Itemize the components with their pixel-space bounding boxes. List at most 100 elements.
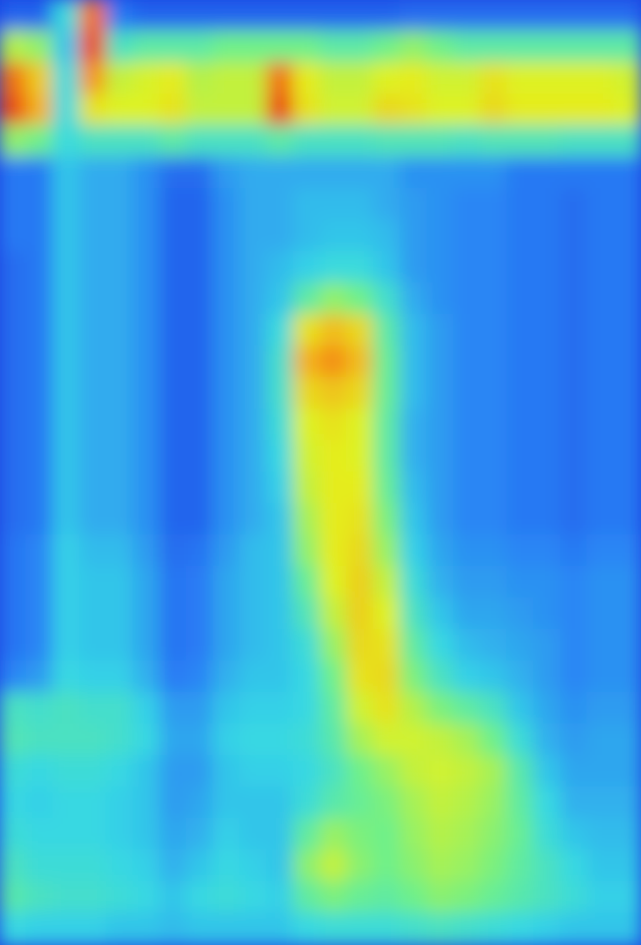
heatmap-cell [399,849,429,883]
heatmap-cell [239,503,269,537]
heatmap-cell [266,219,295,253]
heatmap-cell [212,345,242,379]
heatmap-cell [506,93,536,127]
heatmap-cell [105,188,135,222]
heatmap-cell [239,471,269,505]
heatmap-cell [212,912,242,945]
heatmap-cell [292,597,322,631]
heatmap-cell [0,93,28,127]
heatmap-cell [185,566,215,600]
heatmap-cell [453,125,482,159]
heatmap-cell [292,62,322,96]
heatmap-cell [292,786,322,820]
heatmap-cell [453,282,482,316]
heatmap-cell [79,597,108,631]
heatmap-cell [52,471,82,505]
heatmap-cell [586,660,616,694]
heatmap-cell [105,629,135,663]
heatmap-cell [185,408,215,442]
heatmap-cell [533,692,562,726]
heatmap-cell [185,849,215,883]
heatmap-cell [533,282,562,316]
heatmap-cell [159,251,188,285]
heatmap-cell [479,629,509,663]
heatmap-cell [426,314,456,348]
heatmap-cell [185,156,215,190]
heatmap-cell [372,125,402,159]
heatmap-cell [346,0,375,33]
heatmap-cell [105,408,135,442]
heatmap-cell [399,0,429,33]
heatmap-cell [479,62,509,96]
heatmap-cell [132,251,162,285]
heatmap-cell [453,692,482,726]
heatmap-cell [25,93,55,127]
heatmap-cell [559,345,589,379]
heatmap-cell [399,30,429,64]
heatmap-cell [426,660,456,694]
heatmap-cell [613,534,641,568]
heatmap-cell [159,660,188,694]
heatmap-cell [0,692,28,726]
heatmap-cell [52,314,82,348]
heatmap-cell [239,0,269,33]
heatmap-cell [79,881,108,915]
heatmap-cell [239,188,269,222]
heatmap-cell [399,377,429,411]
heatmap-cell [266,597,295,631]
heatmap-cell [399,723,429,757]
heatmap-cell [132,125,162,159]
heatmap-cell [79,786,108,820]
heatmap-cell [586,314,616,348]
heatmap-cell [453,251,482,285]
heatmap-cell [319,188,349,222]
heatmap-cell [426,440,456,474]
heatmap-cell [479,692,509,726]
heatmap-cell [453,912,482,945]
heatmap-cell [25,629,55,663]
heatmap-cell [399,251,429,285]
heatmap-cell [105,219,135,253]
heatmap-cell [212,723,242,757]
heatmap-cell [479,282,509,316]
heatmap-cell [346,723,375,757]
heatmap-cell [239,345,269,379]
heatmap-cell [559,314,589,348]
heatmap-cell [559,93,589,127]
heatmap-cell [613,786,641,820]
heatmap-cell [533,723,562,757]
heatmap-cell [52,30,82,64]
heatmap-cell [185,314,215,348]
heatmap-cell [266,314,295,348]
heatmap-cell [159,0,188,33]
heatmap-cell [426,912,456,945]
heatmap-cell [159,755,188,789]
heatmap-cell [399,534,429,568]
heatmap-cell [586,282,616,316]
heatmap-cell [559,566,589,600]
heatmap-cell [319,755,349,789]
heatmap-cell [266,251,295,285]
heatmap-cell [292,471,322,505]
heatmap-cell [52,219,82,253]
heatmap-cell [25,0,55,33]
heatmap-cell [266,881,295,915]
heatmap-cell [239,408,269,442]
heatmap-cell [346,629,375,663]
heatmap-cell [185,503,215,537]
heatmap-cell [453,471,482,505]
heatmap-cell [52,755,82,789]
heatmap-cell [79,377,108,411]
heatmap-cell [105,93,135,127]
heatmap-cell [52,408,82,442]
heatmap-cell [586,440,616,474]
heatmap-cell [346,251,375,285]
heatmap-cell [346,219,375,253]
heatmap-cell [132,881,162,915]
heatmap-cell [479,156,509,190]
heatmap-cell [613,692,641,726]
heatmap-cell [25,755,55,789]
heatmap-cell [586,723,616,757]
heatmap-cell [105,62,135,96]
heatmap-cell [506,881,536,915]
